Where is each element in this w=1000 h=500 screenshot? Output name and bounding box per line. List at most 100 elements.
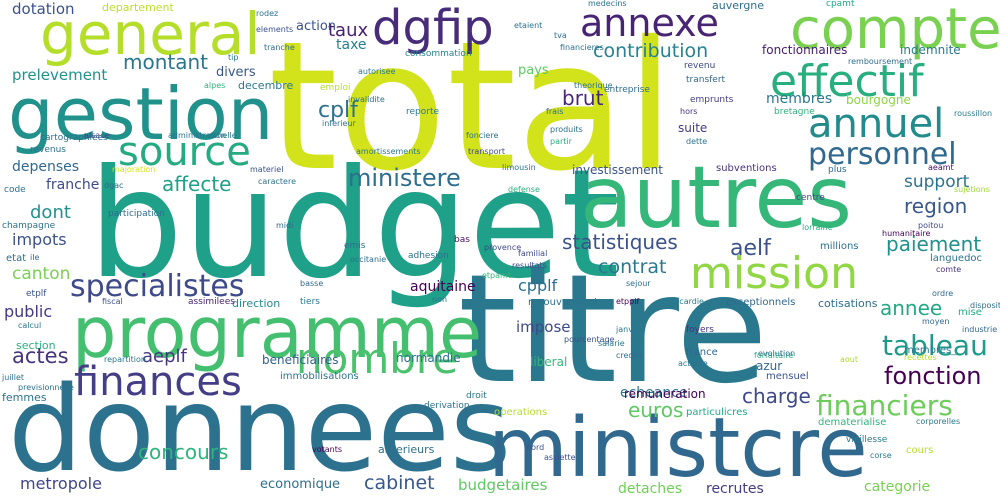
- word-compte: compte: [790, 0, 1000, 62]
- word-fonciere: partir: [550, 137, 572, 146]
- word-entreprise: comte: [936, 265, 962, 274]
- word-autorisee: invalidite: [348, 95, 385, 104]
- word-medecins: tva: [554, 31, 567, 40]
- word-provence: bas: [454, 235, 470, 245]
- word-industrie: moyen: [922, 317, 950, 326]
- word-annuel: annuel: [808, 101, 945, 147]
- word-inferieur: dette: [686, 137, 708, 146]
- word-cotisations: cotisations: [818, 297, 878, 310]
- word-etaient: tranche: [264, 43, 295, 52]
- word-indemnite: indemnite: [900, 43, 961, 57]
- word-calcul: repartition: [104, 355, 146, 364]
- word-occitanie: emis: [344, 241, 366, 251]
- word-plus: centre: [796, 193, 825, 203]
- word-impose: impose: [516, 318, 571, 336]
- word-categorie: categorie: [864, 479, 931, 495]
- word-dematerialise: corporelles: [916, 417, 961, 426]
- word-beneficiaires: beneficiaires: [262, 353, 339, 367]
- word-euros: euros: [628, 398, 684, 422]
- word-resultats: etpamt: [482, 271, 511, 280]
- word-produits: frais: [546, 107, 564, 116]
- word-femmes: previsionnelle: [18, 383, 74, 392]
- word-detaches: detaches: [618, 481, 683, 497]
- word-exceptionnels: exceptionnels: [726, 297, 796, 308]
- word-cabinet: cabinet: [364, 472, 435, 494]
- word-budgetaires: budgetaires: [458, 476, 548, 494]
- word-azur: azur: [756, 359, 783, 373]
- word-bretagne: hors: [680, 107, 698, 116]
- word-bourgogne: bourgogne: [846, 93, 911, 107]
- word-aeamt: plus: [828, 165, 847, 175]
- word-emis: adhesion: [408, 251, 449, 261]
- word-affecte: affecte: [162, 172, 232, 196]
- word-invalidite: emploi: [320, 83, 351, 93]
- word-depenses: depenses: [12, 159, 80, 175]
- word-france: france: [686, 347, 718, 358]
- word-prelevement: prelevement: [12, 66, 108, 84]
- word-fiscal: assimilees: [188, 297, 235, 307]
- word-comte: mise: [958, 307, 982, 318]
- word-picardie: foyers: [686, 325, 714, 335]
- word-droit: derivation: [424, 401, 470, 411]
- word-sejour: etpplf: [616, 297, 640, 306]
- word-anterieurs: anterieurs: [378, 443, 435, 456]
- word-membres: membres: [766, 91, 833, 107]
- word-revenus: materiel: [250, 165, 284, 174]
- word-support: support: [904, 172, 970, 192]
- word-subventions: subventions: [716, 163, 777, 174]
- word-cartographiees: revenus: [30, 145, 66, 155]
- word-impots: impots: [12, 230, 67, 249]
- word-particulicres: particulicres: [686, 407, 748, 418]
- word-etat: etplf: [26, 289, 47, 299]
- word-contribution: contribution: [593, 40, 709, 62]
- word-departement: departement: [102, 1, 174, 14]
- word-defense: limousin: [502, 163, 536, 172]
- word-contrat: contrat: [598, 256, 667, 278]
- word-participation: code: [4, 185, 26, 195]
- word-canton: canton: [12, 264, 71, 284]
- word-frais: theorique: [574, 81, 613, 90]
- word-majoration: dgac: [104, 181, 124, 190]
- word-general: general: [40, 0, 261, 68]
- word-ordre: sujetions: [954, 185, 990, 194]
- word-echelle: administration: [168, 131, 227, 140]
- word-ministcre: ministcre: [488, 401, 868, 496]
- word-cpamt: bretagne: [774, 107, 815, 117]
- word-tiers: basse: [300, 279, 324, 288]
- word-midi: occitanie: [350, 255, 387, 264]
- word-transfert: revenu: [684, 61, 716, 71]
- word-adhesion: familial: [518, 249, 548, 258]
- word-personnel: personnel: [808, 137, 957, 172]
- word-etpplf: picardie: [672, 297, 704, 306]
- word-basse: midi: [276, 221, 294, 230]
- word-dotation: dotation: [12, 0, 75, 18]
- word-source: source: [118, 129, 251, 175]
- word-taux: taux: [328, 20, 369, 41]
- word-familial: provence: [484, 243, 522, 252]
- word-dgac: participation: [108, 209, 165, 219]
- word-programme: programme: [72, 292, 483, 374]
- word-tableau: tableau: [882, 329, 988, 362]
- word-moyen: disposition: [970, 301, 1000, 310]
- word-liberal: liberal: [530, 355, 568, 369]
- word-public: public: [4, 302, 53, 321]
- word-effectif: effectif: [770, 56, 924, 107]
- word-recrutes: recrutes: [706, 481, 764, 497]
- word-salarie: janvier: [616, 325, 644, 334]
- word-ile: etat: [6, 253, 27, 264]
- word-action: action: [296, 19, 337, 34]
- word-autres: autres: [580, 148, 853, 248]
- word-tva: etaient: [514, 21, 543, 30]
- word-metropole: metropole: [20, 474, 102, 493]
- word-mise: membres_: [904, 345, 957, 356]
- word-aelf: aelf: [730, 236, 771, 261]
- word-consommation: consommation: [405, 49, 472, 59]
- word-poitou: roussillon: [954, 109, 993, 118]
- word-centre: lorraine: [802, 223, 833, 232]
- word-dette: defense: [508, 185, 540, 194]
- word-rodez: alpes: [204, 81, 226, 90]
- word-emploi: reporte: [406, 107, 440, 117]
- word-activite: evolution: [758, 349, 796, 358]
- word-amortissements: echelle: [208, 131, 237, 140]
- word-drecg: inferieur: [322, 119, 356, 128]
